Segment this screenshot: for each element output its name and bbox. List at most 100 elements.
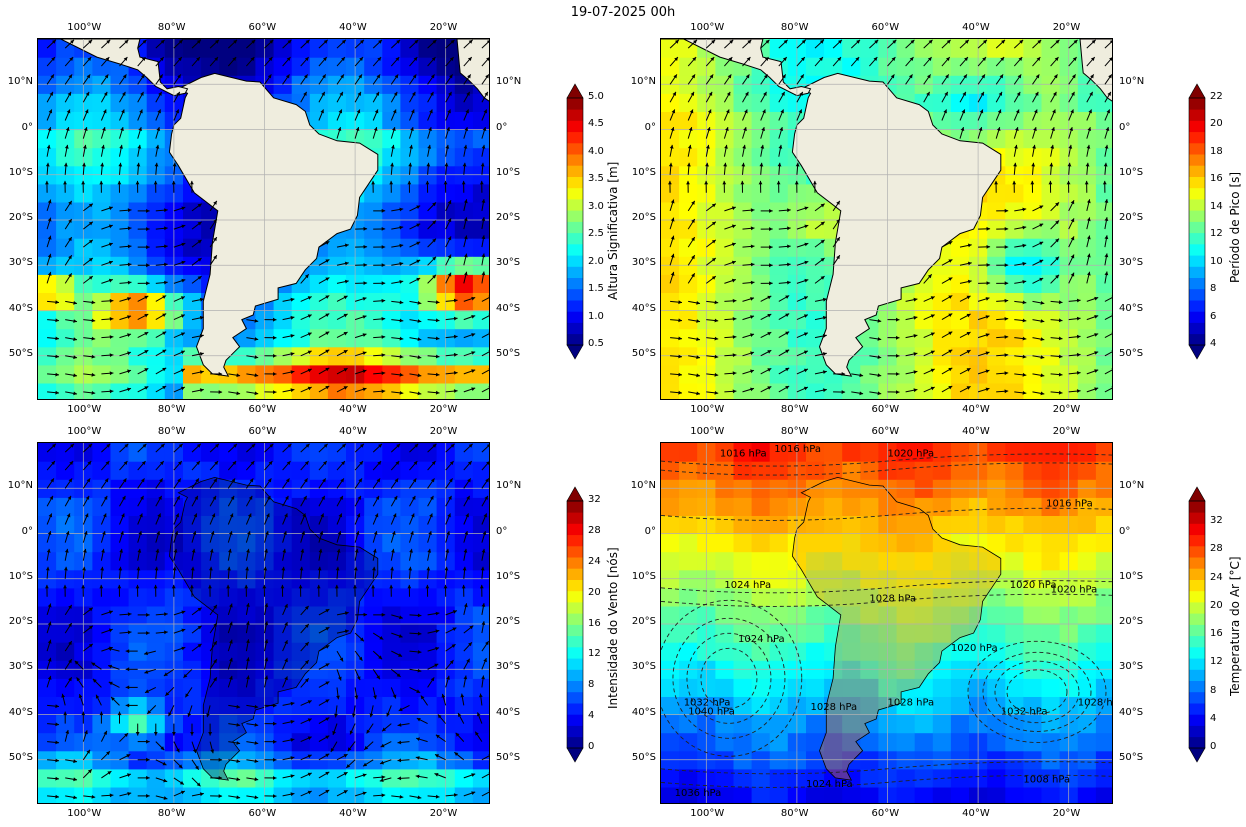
isobar-label: 1032 hPa	[1001, 707, 1048, 718]
lon-tick-label: 80°W	[780, 426, 809, 437]
africa-land	[1079, 39, 1112, 102]
colorbar-tick-label: 1.0	[588, 310, 604, 322]
lon-tick-label: 100°W	[67, 22, 102, 33]
gridlines	[661, 443, 1112, 803]
lat-tick-label: 10°S	[631, 570, 656, 582]
colorbar-label: Intensidade do Vento [nós]	[606, 547, 620, 710]
isobar-label: 1024 hPa	[738, 634, 785, 645]
lon-tick-label: 60°W	[248, 426, 277, 437]
lon-tick-label: 80°W	[157, 426, 186, 437]
lat-tick-label: 30°S	[496, 661, 521, 673]
map-panel-air-temp: 1016 hPa 1020 hPa 1016 hPa 1016 hPa 1020 hPa…	[660, 442, 1113, 804]
lat-tick-label: 10°S	[496, 166, 521, 178]
gridlines	[661, 39, 1112, 399]
lon-tick-label: 40°W	[962, 426, 990, 437]
lon-tick-label: 60°W	[871, 426, 900, 437]
lon-tick-label: 40°W	[962, 808, 990, 819]
colorbar-tick-label: 18	[1210, 145, 1223, 157]
lat-tick-label: 0°	[496, 121, 508, 133]
colorbar-tick-label: 16	[588, 617, 601, 629]
lon-tick-label: 20°W	[1052, 808, 1081, 819]
lat-tick-label: 0°	[496, 525, 508, 537]
lat-tick-label: 30°S	[631, 661, 656, 673]
lat-tick-label: 20°S	[496, 212, 521, 223]
colorbar-tick-label: 12	[588, 648, 601, 660]
colorbar-tick-label: 14	[1210, 200, 1223, 212]
lon-tick-label: 80°W	[157, 22, 186, 33]
lat-tick-label: 10°N	[1119, 480, 1145, 492]
colorbar-tick-label: 24	[588, 555, 601, 567]
isobar-label: 1016 hPa	[774, 444, 821, 455]
isobar-label: 1028 hPa	[1078, 697, 1113, 708]
lon-tick-label: 100°W	[67, 404, 102, 415]
lon-tick-label: 100°W	[67, 808, 102, 819]
colorbar-tick-label: 3.0	[588, 200, 604, 212]
lon-tick-label: 80°W	[157, 808, 186, 819]
lat-tick-label: 30°S	[631, 257, 656, 269]
lon-tick-label: 40°W	[339, 404, 367, 415]
colorbar-tick-label: 8	[1210, 684, 1217, 696]
color-field	[38, 443, 489, 803]
lat-tick-label: 50°S	[8, 347, 33, 359]
lat-tick-label: 50°S	[1119, 751, 1144, 763]
isobar-label: 1036 hPa	[675, 788, 722, 799]
colorbar-tick-label: 2.5	[588, 228, 604, 240]
lat-tick-label: 0°	[21, 121, 33, 133]
gridlines	[38, 39, 489, 399]
lon-tick-label: 20°W	[429, 808, 458, 819]
lat-tick-label: 40°S	[1119, 302, 1144, 314]
lat-tick-label: 20°S	[8, 212, 33, 223]
colorbar-tick-label: 12	[1210, 228, 1223, 240]
colorbar-tick-label: 16	[1210, 628, 1223, 640]
lat-tick-label: 0°	[1119, 121, 1131, 133]
isobar-label: 1016 hPa	[720, 449, 767, 460]
lon-tick-label: 100°W	[690, 808, 725, 819]
map-panel-wind-speed	[37, 442, 490, 804]
lon-tick-label: 60°W	[871, 22, 900, 33]
lat-tick-label: 10°S	[8, 570, 33, 582]
lat-tick-label: 0°	[644, 525, 656, 537]
lon-tick-label: 60°W	[248, 404, 277, 415]
lat-tick-label: 10°N	[630, 76, 656, 88]
lat-tick-label: 0°	[21, 525, 33, 537]
map-canvas	[661, 39, 1112, 399]
central-america-land	[38, 39, 189, 97]
lon-tick-label: 20°W	[429, 404, 458, 415]
lat-tick-label: 0°	[1119, 525, 1131, 537]
lat-tick-label: 30°S	[1119, 661, 1144, 673]
colorbar-tick-label: 20	[1210, 599, 1223, 611]
isobar-label: 1024 hPa	[724, 580, 771, 591]
map-canvas: 1016 hPa 1020 hPa 1016 hPa 1016 hPa 1020 hPa…	[661, 443, 1113, 803]
colorbar-tick-label: 3.5	[588, 173, 604, 185]
colorbar-tick-label: 6	[1210, 310, 1217, 322]
lon-tick-label: 40°W	[962, 22, 990, 33]
isobar-label: 1020 hPa	[951, 643, 998, 654]
isobar-label: 1028 hPa	[869, 593, 916, 604]
colorbar-tick-label: 4	[588, 710, 595, 722]
lat-tick-label: 40°S	[631, 302, 656, 314]
isobar-label: 1016 hPa	[1046, 498, 1093, 509]
lat-tick-label: 10°N	[1119, 76, 1145, 88]
lat-tick-label: 10°S	[8, 166, 33, 178]
colorbar-tick-label: 2.0	[588, 255, 604, 267]
lon-tick-label: 60°W	[248, 22, 277, 33]
lat-tick-label: 50°S	[8, 751, 33, 763]
lat-tick-label: 40°S	[496, 706, 521, 718]
isobar-label: 1040 hPa	[688, 707, 735, 718]
colorbar-tick-label: 1.5	[588, 283, 604, 295]
lat-tick-label: 40°S	[8, 302, 33, 314]
map-panel-peak-period	[660, 38, 1113, 400]
color-field	[661, 443, 1112, 803]
colorbar-tick-label: 8	[588, 679, 595, 691]
lat-tick-label: 40°S	[631, 706, 656, 718]
lat-tick-label: 50°S	[496, 347, 521, 359]
colorbar-tick-label: 10	[1210, 255, 1223, 267]
lat-tick-label: 20°S	[631, 616, 656, 627]
colorbar-tick-label: 5.0	[588, 91, 604, 102]
lon-tick-label: 100°W	[67, 426, 102, 437]
lat-tick-label: 0°	[644, 121, 656, 133]
lat-tick-label: 50°S	[496, 751, 521, 763]
lon-tick-label: 80°W	[157, 404, 186, 415]
colorbar-tick-label: 16	[1210, 173, 1223, 185]
lon-tick-label: 80°W	[780, 808, 809, 819]
